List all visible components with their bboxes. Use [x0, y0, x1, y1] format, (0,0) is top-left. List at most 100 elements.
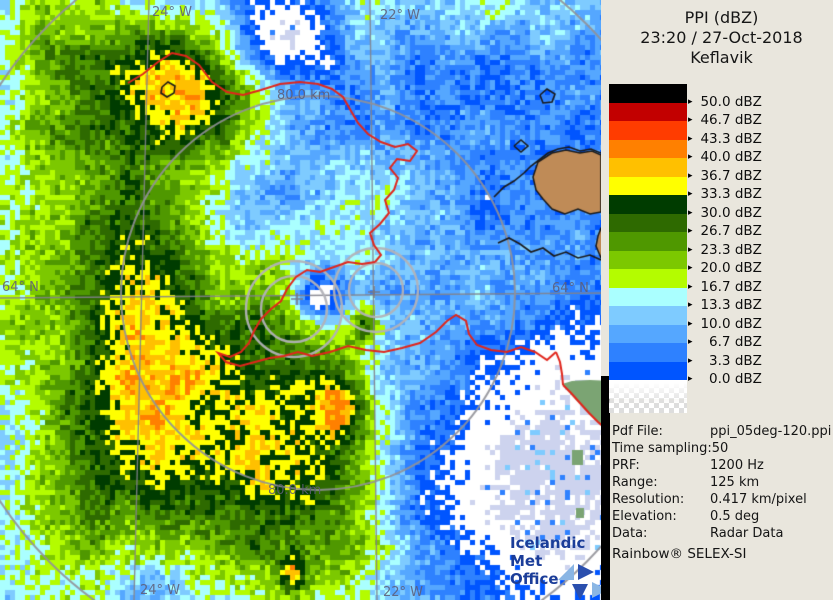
meta-label: Resolution: [612, 492, 685, 507]
colorbar-band [609, 250, 687, 270]
meta-label: Data: [612, 526, 648, 541]
legend-entry: ▸ 50.0 dBZ [688, 94, 762, 110]
colorbar-band [609, 102, 687, 122]
scan-datetime: 23:20 / 27-Oct-2018 [640, 28, 803, 47]
legend-value: 10.0 [700, 315, 731, 332]
legend-value: 23.3 [700, 241, 731, 258]
meta-label: PRF: [612, 458, 640, 473]
meta-value: Radar Data [710, 526, 784, 541]
meta-row: Pdf File: ppi_05deg-120.ppi [610, 424, 831, 439]
legend-tick-icon: ▸ [688, 96, 693, 107]
legend-value: 33.3 [700, 186, 731, 202]
legend-tick-icon: ▸ [688, 337, 693, 347]
legend-entry: ▸ 0.0 dBZ [688, 371, 762, 387]
legend-unit: dBZ [730, 223, 762, 239]
legend-entry: ▸ 36.7 dBZ [688, 168, 762, 184]
legend-unit: dBZ [730, 278, 762, 295]
meta-value: 50 [711, 441, 729, 456]
meta-row: Elevation: 0.5 deg [610, 509, 831, 524]
meta-label: Pdf File: [612, 424, 663, 439]
legend-value: 46.7 [700, 112, 731, 128]
legend-tick-icon: ▸ [688, 318, 693, 329]
legend-unit: dBZ [730, 130, 762, 147]
legend-unit: dBZ [730, 241, 762, 258]
station-name: Keflavik [690, 48, 753, 67]
legend-tick-icon: ▸ [688, 207, 693, 218]
legend-entry: ▸ 46.7 dBZ [688, 112, 762, 128]
legend-unit: dBZ [730, 352, 762, 369]
colorbar-band [609, 361, 687, 381]
legend-entry: ▸ 13.3 dBZ [688, 297, 762, 313]
colorbar-band [609, 324, 687, 344]
legend-entry: ▸ 20.0 dBZ [688, 260, 762, 276]
panel-header: PPI (dBZ) 23:20 / 27-Oct-2018 Keflavik [610, 8, 833, 68]
legend-tick-icon: ▸ [688, 189, 693, 199]
meta-label: Range: [612, 475, 658, 490]
legend-tick-icon: ▸ [688, 152, 693, 162]
legend-value: 6.7 [709, 334, 731, 350]
meta-value: 125 km [710, 475, 760, 490]
legend-value: 40.0 [700, 149, 731, 165]
meta-value: ppi_05deg-120.ppi [710, 424, 832, 439]
meta-label: Elevation: [612, 509, 677, 524]
legend-unit: dBZ [730, 112, 762, 128]
meta-value: 0.5 deg [710, 509, 760, 524]
meta-row: Resolution: 0.417 km/pixel [610, 492, 831, 507]
meta-label: Time sampling: [612, 441, 712, 456]
legend-tick-icon: ▸ [688, 133, 693, 144]
legend-value: 26.7 [700, 223, 731, 239]
colorbar-band [609, 158, 687, 177]
legend-unit: dBZ [730, 186, 762, 202]
legend-unit: dBZ [730, 167, 762, 184]
product-title: PPI (dBZ) [684, 8, 759, 27]
colorbar-transparency-checker [609, 383, 687, 413]
legend-value: 20.0 [700, 260, 731, 276]
legend-entry: ▸ 43.3 dBZ [688, 131, 762, 147]
colorbar-band [609, 176, 687, 196]
legend-tick-icon: ▸ [688, 115, 693, 125]
legend-value: 50.0 [700, 93, 731, 110]
legend-unit: dBZ [730, 315, 762, 332]
software-name: Rainbow® SELEX-SI [612, 546, 747, 562]
meta-value: 1200 Hz [710, 458, 764, 473]
legend-value: 13.3 [700, 297, 731, 313]
colorbar-band [609, 232, 687, 251]
panel-divider-strip [601, 376, 610, 600]
legend-unit: dBZ [730, 149, 762, 165]
legend-unit: dBZ [730, 260, 762, 276]
colorbar-band [609, 84, 687, 103]
radar-ppi-canvas [0, 0, 601, 600]
legend-tick-icon: ▸ [688, 281, 693, 292]
legend-entry: ▸ 3.3 dBZ [688, 353, 762, 369]
legend-value: 43.3 [700, 130, 731, 147]
legend-entry: ▸ 26.7 dBZ [688, 223, 762, 239]
meta-row: Data: Radar Data [610, 526, 831, 541]
legend-unit: dBZ [730, 334, 762, 350]
legend-tick-icon: ▸ [688, 170, 693, 181]
colorbar-band [609, 121, 687, 140]
legend-unit: dBZ [730, 93, 762, 110]
meta-row: PRF: 1200 Hz [610, 458, 831, 473]
colorbar-band [609, 195, 687, 214]
legend-unit: dBZ [730, 204, 762, 221]
legend-entry: ▸ 33.3 dBZ [688, 186, 762, 202]
legend-unit: dBZ [730, 297, 762, 313]
legend-tick-icon: ▸ [688, 374, 693, 384]
colorbar-band [609, 343, 687, 362]
legend-tick-icon: ▸ [688, 300, 693, 310]
colorbar-band [609, 287, 687, 307]
colorbar-band [609, 139, 687, 159]
meta-value: 0.417 km/pixel [710, 492, 807, 507]
dbz-colorbar [609, 84, 687, 399]
legend-value: 30.0 [700, 204, 731, 221]
legend-entry: ▸ 23.3 dBZ [688, 242, 762, 258]
legend-value: 36.7 [700, 167, 731, 184]
legend-tick-icon: ▸ [688, 263, 693, 273]
legend-tick-icon: ▸ [688, 355, 693, 366]
legend-value: 0.0 [709, 371, 731, 387]
legend-tick-icon: ▸ [688, 244, 693, 255]
legend-entry: ▸ 10.0 dBZ [688, 316, 762, 332]
meta-row: Range: 125 km [610, 475, 831, 490]
